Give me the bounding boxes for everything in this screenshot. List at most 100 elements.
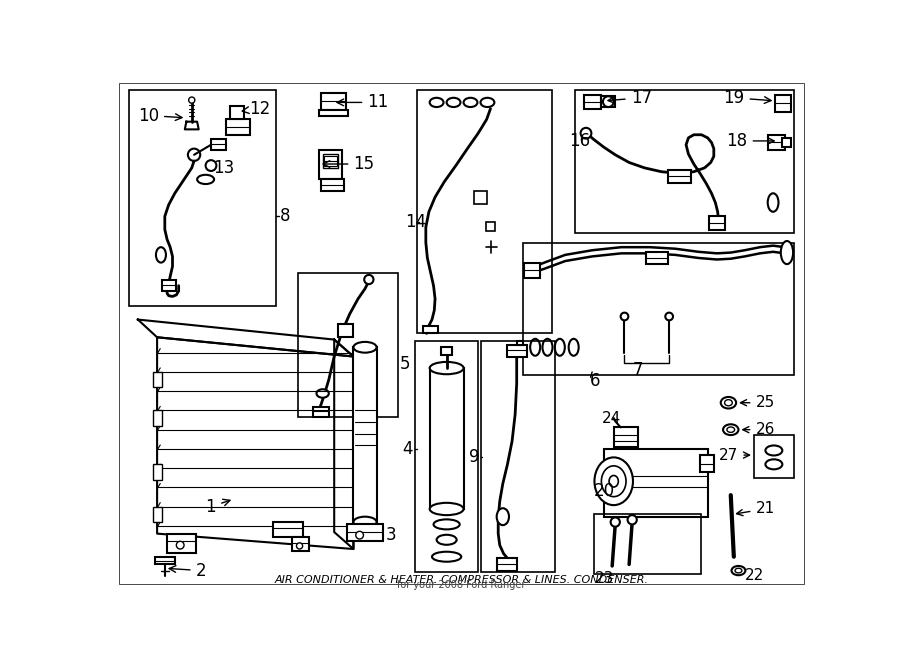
Bar bbox=[473, 191, 488, 204]
Ellipse shape bbox=[429, 503, 464, 515]
Text: 7: 7 bbox=[633, 362, 643, 379]
Circle shape bbox=[621, 313, 628, 321]
Circle shape bbox=[296, 543, 302, 549]
Text: 26: 26 bbox=[742, 422, 775, 437]
Bar bbox=[322, 154, 338, 168]
Bar bbox=[319, 150, 342, 179]
Bar bbox=[153, 464, 163, 480]
Bar bbox=[153, 507, 163, 522]
Text: 27: 27 bbox=[719, 447, 750, 463]
Text: 15: 15 bbox=[323, 155, 374, 173]
Text: 6: 6 bbox=[590, 372, 600, 390]
Ellipse shape bbox=[721, 397, 736, 408]
Bar bbox=[418, 90, 552, 333]
Circle shape bbox=[356, 531, 364, 539]
Ellipse shape bbox=[436, 535, 456, 545]
Ellipse shape bbox=[446, 98, 461, 107]
Text: 22: 22 bbox=[744, 568, 764, 584]
Ellipse shape bbox=[609, 475, 618, 487]
Bar bbox=[768, 135, 785, 150]
Circle shape bbox=[176, 541, 184, 549]
Ellipse shape bbox=[481, 98, 494, 107]
Text: 11: 11 bbox=[337, 93, 389, 112]
Bar bbox=[497, 559, 517, 570]
Bar bbox=[646, 252, 668, 264]
Bar bbox=[614, 428, 638, 447]
Polygon shape bbox=[158, 337, 354, 549]
Bar bbox=[700, 455, 714, 472]
Text: 19: 19 bbox=[724, 89, 771, 107]
Ellipse shape bbox=[317, 389, 328, 398]
Text: 18: 18 bbox=[726, 132, 774, 150]
Text: for your 2008 Ford Ranger: for your 2008 Ford Ranger bbox=[397, 580, 526, 590]
Bar bbox=[594, 514, 701, 574]
Text: 1: 1 bbox=[205, 498, 230, 516]
Ellipse shape bbox=[554, 339, 565, 356]
Bar bbox=[508, 345, 526, 356]
Bar bbox=[227, 120, 249, 135]
Ellipse shape bbox=[434, 520, 460, 529]
Circle shape bbox=[205, 160, 216, 171]
Bar bbox=[441, 347, 452, 355]
Text: 3: 3 bbox=[386, 526, 396, 544]
Text: 13: 13 bbox=[213, 159, 235, 177]
Ellipse shape bbox=[727, 427, 734, 432]
Ellipse shape bbox=[765, 459, 782, 469]
Text: 24: 24 bbox=[602, 410, 621, 426]
Ellipse shape bbox=[569, 339, 579, 356]
Bar bbox=[153, 372, 163, 387]
Bar bbox=[668, 170, 690, 183]
Circle shape bbox=[188, 149, 200, 161]
Circle shape bbox=[364, 275, 373, 284]
Bar bbox=[776, 95, 791, 112]
Polygon shape bbox=[334, 340, 354, 549]
Bar bbox=[525, 262, 540, 278]
Ellipse shape bbox=[156, 247, 166, 262]
Text: 10: 10 bbox=[138, 106, 182, 124]
Text: 25: 25 bbox=[741, 395, 775, 410]
Ellipse shape bbox=[765, 446, 782, 455]
Bar bbox=[429, 368, 464, 509]
Bar bbox=[167, 533, 195, 553]
Bar bbox=[415, 341, 478, 572]
Bar bbox=[321, 179, 344, 191]
Text: 23: 23 bbox=[595, 571, 615, 586]
Text: 2: 2 bbox=[169, 562, 206, 580]
Bar bbox=[321, 93, 346, 110]
Text: 17: 17 bbox=[608, 89, 652, 107]
Text: 4: 4 bbox=[402, 440, 413, 458]
Bar bbox=[486, 222, 495, 231]
Bar bbox=[338, 324, 354, 337]
Ellipse shape bbox=[497, 508, 509, 525]
Ellipse shape bbox=[429, 362, 464, 374]
Ellipse shape bbox=[432, 552, 461, 562]
Text: 5: 5 bbox=[400, 355, 410, 373]
Text: 21: 21 bbox=[736, 502, 775, 516]
Bar bbox=[517, 341, 523, 345]
Bar bbox=[129, 90, 276, 307]
Bar bbox=[298, 274, 398, 416]
Circle shape bbox=[665, 313, 673, 321]
Text: 20: 20 bbox=[594, 483, 615, 500]
Ellipse shape bbox=[768, 193, 778, 212]
Text: 8: 8 bbox=[280, 208, 291, 225]
Ellipse shape bbox=[732, 566, 745, 575]
Text: 9: 9 bbox=[469, 447, 480, 465]
Circle shape bbox=[610, 518, 620, 527]
Polygon shape bbox=[138, 319, 354, 356]
Ellipse shape bbox=[543, 339, 553, 356]
Ellipse shape bbox=[197, 175, 214, 184]
Circle shape bbox=[603, 97, 614, 107]
Bar bbox=[155, 557, 175, 564]
Text: 12: 12 bbox=[242, 100, 271, 118]
Ellipse shape bbox=[724, 400, 733, 406]
Bar bbox=[781, 138, 791, 147]
Ellipse shape bbox=[781, 241, 793, 264]
Bar bbox=[211, 139, 227, 150]
Ellipse shape bbox=[429, 98, 444, 107]
Circle shape bbox=[580, 128, 591, 139]
Bar bbox=[481, 341, 555, 572]
Bar bbox=[575, 90, 794, 233]
Bar bbox=[153, 410, 163, 426]
Circle shape bbox=[189, 97, 194, 103]
